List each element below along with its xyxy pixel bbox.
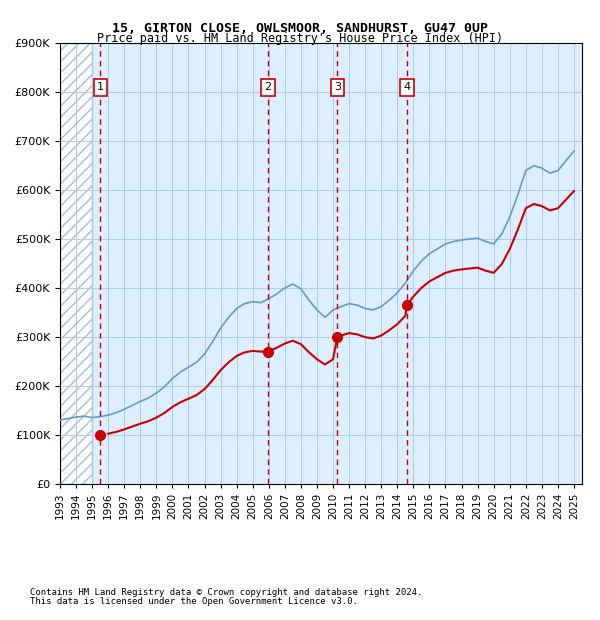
Text: 15, GIRTON CLOSE, OWLSMOOR, SANDHURST, GU47 0UP: 15, GIRTON CLOSE, OWLSMOOR, SANDHURST, G… [112,22,488,35]
Text: 4: 4 [403,82,410,92]
Text: Price paid vs. HM Land Registry's House Price Index (HPI): Price paid vs. HM Land Registry's House … [97,32,503,45]
Bar [60,43,92,484]
Text: Contains HM Land Registry data © Crown copyright and database right 2024.: Contains HM Land Registry data © Crown c… [30,588,422,597]
Text: 1: 1 [97,82,104,92]
Text: 3: 3 [334,82,341,92]
Text: 2: 2 [264,82,271,92]
Text: This data is licensed under the Open Government Licence v3.0.: This data is licensed under the Open Gov… [30,597,358,606]
